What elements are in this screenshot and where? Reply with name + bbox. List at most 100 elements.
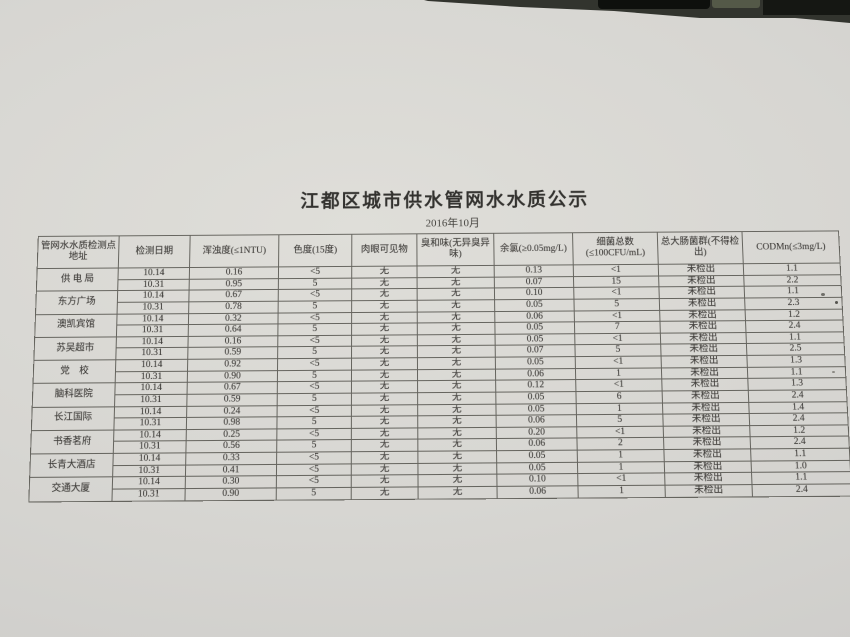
report-month: 2016年10月	[425, 217, 480, 230]
visible-matter-cell: 无	[351, 334, 418, 347]
turbidity-cell: 0.92	[187, 358, 278, 371]
chroma-cell: 5	[278, 277, 352, 290]
bacteria-count-cell: 1	[577, 449, 665, 462]
turbidity-cell: 0.59	[186, 393, 278, 406]
date-cell: 10.14	[116, 336, 189, 349]
codmn-cell: 2.2	[743, 274, 842, 287]
bacteria-count-cell: 6	[575, 390, 663, 404]
visible-matter-cell: 无	[351, 311, 418, 324]
coliform-cell: 未检出	[659, 320, 746, 333]
odor-taste-cell: 无	[417, 403, 497, 416]
turbidity-cell: 0.24	[186, 405, 278, 418]
odor-taste-cell: 无	[417, 265, 495, 278]
location-cell: 长青大酒店	[29, 453, 114, 478]
residual-chlorine-cell: 0.05	[496, 450, 578, 463]
column-header: CODMn(≤3mg/L)	[741, 230, 841, 264]
residual-chlorine-cell: 0.07	[495, 345, 576, 358]
codmn-cell: 1.1	[743, 263, 841, 276]
bacteria-count-cell: 5	[576, 414, 664, 427]
date-cell: 10.31	[114, 394, 188, 407]
column-header: 总大肠菌群(不得检出)	[657, 231, 744, 265]
residual-chlorine-cell: 0.06	[494, 310, 575, 323]
bacteria-count-cell: 1	[575, 367, 662, 380]
location-cell: 东方广场	[35, 290, 118, 315]
date-cell: 10.31	[115, 370, 188, 384]
paper-speck	[832, 371, 835, 373]
odor-taste-cell: 无	[417, 345, 496, 358]
coliform-cell: 未检出	[661, 355, 748, 368]
codmn-cell: 1.1	[745, 331, 845, 344]
residual-chlorine-cell: 0.10	[496, 473, 578, 487]
date-cell: 10.31	[113, 441, 187, 454]
paper-speck	[835, 301, 838, 304]
turbidity-cell: 0.32	[188, 312, 279, 325]
column-header: 余氯(≥0.05mg/L)	[493, 232, 574, 266]
codmn-cell: 1.3	[746, 354, 846, 367]
chroma-cell: <5	[278, 266, 352, 279]
visible-matter-cell: 无	[351, 474, 419, 488]
location-cell: 党 校	[33, 359, 116, 384]
codmn-cell: 1.1	[751, 471, 850, 485]
codmn-cell: 1.1	[744, 285, 842, 298]
turbidity-cell: 0.90	[187, 370, 278, 383]
chroma-cell: <5	[276, 463, 352, 476]
codmn-cell: 2.4	[745, 320, 844, 333]
codmn-cell: 1.1	[747, 366, 846, 379]
coliform-cell: 未检出	[660, 343, 747, 356]
visible-matter-cell: 无	[351, 486, 419, 500]
turbidity-cell: 0.67	[187, 381, 278, 395]
date-cell: 10.14	[115, 359, 188, 372]
turbidity-cell: 0.16	[187, 335, 278, 348]
date-cell: 10.31	[117, 301, 189, 314]
turbidity-cell: 0.90	[184, 487, 277, 501]
odor-taste-cell: 无	[417, 334, 496, 347]
codmn-cell: 2.4	[750, 436, 850, 449]
residual-chlorine-cell: 0.05	[495, 391, 577, 404]
residual-chlorine-cell: 0.05	[495, 333, 575, 346]
column-header: 检测日期	[118, 235, 191, 269]
residual-chlorine-cell: 0.06	[496, 485, 579, 499]
date-cell: 10.14	[112, 476, 186, 489]
residual-chlorine-cell: 0.07	[494, 276, 574, 289]
coliform-cell: 未检出	[661, 366, 748, 380]
location-cell: 澳凯宾馆	[34, 313, 118, 338]
bacteria-count-cell: <1	[577, 473, 665, 486]
coliform-cell: 未检出	[658, 275, 745, 288]
background-object	[598, 0, 710, 9]
odor-taste-cell: 无	[417, 462, 497, 475]
visible-matter-cell: 无	[351, 277, 418, 290]
date-cell: 10.14	[113, 429, 187, 442]
bacteria-count-cell: <1	[574, 332, 661, 346]
turbidity-cell: 0.67	[188, 289, 279, 302]
paper-speck	[821, 293, 825, 296]
odor-taste-cell: 无	[417, 415, 497, 428]
odor-taste-cell: 无	[417, 450, 497, 464]
location-cell: 脑科医院	[32, 383, 116, 407]
visible-matter-cell: 无	[351, 265, 418, 278]
visible-matter-cell: 无	[351, 323, 418, 336]
chroma-cell: 5	[277, 323, 352, 336]
chroma-cell: <5	[277, 335, 352, 348]
bacteria-count-cell: <1	[573, 287, 660, 300]
coliform-cell: 未检出	[659, 309, 746, 322]
codmn-cell: 1.0	[751, 460, 850, 473]
chroma-cell: 5	[276, 416, 352, 429]
location-cell: 苏吴超市	[33, 336, 117, 361]
residual-chlorine-cell: 0.13	[494, 264, 574, 277]
visible-matter-cell: 无	[351, 300, 418, 313]
coliform-cell: 未检出	[661, 378, 749, 391]
odor-taste-cell: 无	[417, 380, 496, 393]
chroma-cell: 5	[276, 487, 352, 500]
location-cell: 供 电 局	[36, 268, 119, 292]
date-cell: 10.14	[116, 313, 189, 326]
turbidity-cell: 0.33	[185, 452, 277, 465]
chroma-cell: <5	[277, 404, 352, 417]
residual-chlorine-cell: 0.06	[496, 438, 578, 451]
date-cell: 10.14	[117, 267, 190, 280]
column-header: 臭和味(无异臭异味)	[416, 233, 495, 266]
turbidity-cell: 0.41	[185, 464, 277, 477]
codmn-cell: 1.3	[747, 377, 847, 391]
location-cell: 交通大厦	[28, 477, 113, 502]
bacteria-count-cell: 1	[576, 402, 663, 415]
printed-document: 江都区城市供水管网水水质公示 2016年10月 管网水水质检测点地址 检测日期 浑浊…	[28, 183, 850, 502]
